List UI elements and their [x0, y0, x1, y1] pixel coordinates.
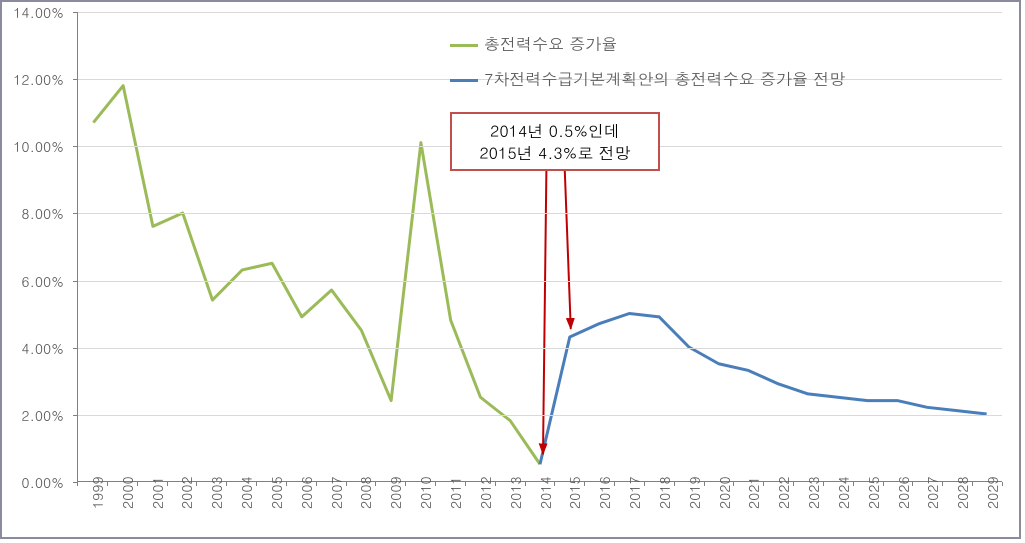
- x-axis-tick-label: 2018: [654, 476, 674, 509]
- x-axis-tick-label: 2023: [803, 476, 823, 509]
- y-axis-tick-label: 8.00%: [4, 203, 64, 223]
- x-axis-tick-label: 2013: [505, 476, 525, 509]
- x-axis-tick-label: 2021: [743, 476, 763, 509]
- x-axis-tick: [584, 482, 585, 486]
- x-axis-tick-label: 2028: [952, 476, 972, 509]
- y-axis-tick-label: 2.00%: [4, 405, 64, 425]
- y-axis-tick: [73, 79, 77, 80]
- x-axis-tick: [763, 482, 764, 486]
- x-axis-tick: [793, 482, 794, 486]
- y-axis-tick: [73, 348, 77, 349]
- y-axis-tick-label: 0.00%: [4, 472, 64, 492]
- x-axis-tick-label: 2025: [863, 476, 883, 509]
- x-axis-tick: [226, 482, 227, 486]
- legend-swatch: [450, 79, 478, 82]
- x-axis-tick: [644, 482, 645, 486]
- x-axis-tick-label: 2000: [117, 476, 137, 509]
- x-axis-tick-label: 2012: [475, 476, 495, 509]
- x-axis-tick: [942, 482, 943, 486]
- gridline: [78, 12, 1002, 13]
- x-axis-tick: [256, 482, 257, 486]
- x-axis-tick-label: 2006: [296, 476, 316, 509]
- annotation-callout: 2014년 0.5%인데 2015년 4.3%로 전망: [450, 112, 660, 171]
- x-axis-tick-label: 2001: [147, 476, 167, 509]
- y-axis-tick: [73, 213, 77, 214]
- x-axis-tick-label: 2019: [684, 476, 704, 509]
- gridline: [78, 281, 1002, 282]
- series-line-forecast: [540, 314, 987, 465]
- y-axis-tick-label: 12.00%: [4, 69, 64, 89]
- y-axis-tick: [73, 146, 77, 147]
- x-axis-tick-label: 2026: [893, 476, 913, 509]
- x-axis-tick: [77, 482, 78, 486]
- chart-container: 2014년 0.5%인데 2015년 4.3%로 전망 0.00% 2.00% 4.…: [0, 0, 1021, 539]
- gridline: [78, 415, 1002, 416]
- x-axis-tick: [286, 482, 287, 486]
- legend-label: 7차전력수급기본계획안의 총전력수요 증가율 전망: [484, 67, 845, 90]
- legend-swatch: [450, 44, 478, 47]
- x-axis-tick-label: 1999: [87, 476, 107, 509]
- x-axis-tick-label: 2015: [564, 476, 584, 509]
- x-axis-tick-label: 2029: [982, 476, 1002, 509]
- annotation-arrow: [564, 162, 570, 329]
- annotation-arrow: [543, 162, 546, 455]
- x-axis-tick: [196, 482, 197, 486]
- x-axis-tick-label: 2004: [236, 476, 256, 509]
- gridline: [78, 213, 1002, 214]
- annotation-line-2: 2015년 4.3%로 전망: [466, 142, 644, 164]
- x-axis-tick: [823, 482, 824, 486]
- y-axis-tick-label: 10.00%: [4, 136, 64, 156]
- y-axis-tick-label: 4.00%: [4, 338, 64, 358]
- y-axis-tick-label: 6.00%: [4, 271, 64, 291]
- x-axis-tick-label: 2009: [385, 476, 405, 509]
- x-axis-tick-label: 2007: [326, 476, 346, 509]
- x-axis-tick-label: 2020: [714, 476, 734, 509]
- x-axis-tick-label: 2016: [594, 476, 614, 509]
- legend-item-forecast: 7차전력수급기본계획안의 총전력수요 증가율 전망: [450, 67, 845, 90]
- x-axis-tick-label: 2003: [206, 476, 226, 509]
- x-axis-tick-label: 2027: [922, 476, 942, 509]
- x-axis-tick-label: 2010: [415, 476, 435, 509]
- y-axis-tick: [73, 415, 77, 416]
- x-axis-tick-label: 2011: [445, 476, 465, 509]
- x-axis-tick-label: 2005: [266, 476, 286, 509]
- x-axis-tick: [375, 482, 376, 486]
- x-axis-tick-label: 2014: [535, 476, 555, 509]
- legend-item-actual: 총전력수요 증가율: [450, 32, 617, 55]
- x-axis-tick-label: 2022: [773, 476, 793, 509]
- annotation-line-1: 2014년 0.5%인데: [466, 120, 644, 142]
- x-axis-tick: [972, 482, 973, 486]
- x-axis-tick: [405, 482, 406, 486]
- x-axis-tick-label: 2008: [355, 476, 375, 509]
- x-axis-tick: [614, 482, 615, 486]
- x-axis-tick-label: 2017: [624, 476, 644, 509]
- x-axis-tick: [435, 482, 436, 486]
- x-axis-tick-label: 2002: [176, 476, 196, 509]
- y-axis-tick: [73, 281, 77, 282]
- y-axis-tick: [73, 12, 77, 13]
- legend-label: 총전력수요 증가율: [484, 32, 617, 55]
- x-axis-tick-label: 2024: [833, 476, 853, 509]
- x-axis-tick: [1002, 482, 1003, 486]
- gridline: [78, 348, 1002, 349]
- x-axis-tick: [465, 482, 466, 486]
- y-axis-tick-label: 14.00%: [4, 2, 64, 22]
